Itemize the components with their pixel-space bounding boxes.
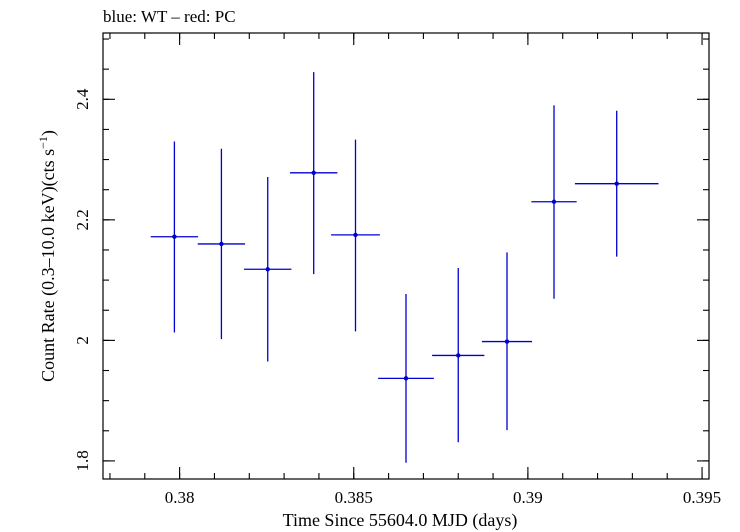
y-tick-label: 1.8 — [73, 450, 92, 471]
data-marker — [311, 170, 316, 176]
data-point — [244, 177, 292, 362]
axis-tick-labels: 0.38 0.385 0.39 0.395 1.8 2 2.2 2.4 — [73, 88, 721, 507]
data-point — [432, 268, 485, 443]
x-axis-label: Time Since 55604.0 MJD (days) — [283, 510, 518, 531]
x-tick-label: 0.385 — [335, 488, 373, 507]
y-axis-label-main: Count Rate (0.3–10.0 keV)(cts s — [38, 149, 59, 382]
data-point — [197, 148, 246, 340]
data-point — [290, 72, 338, 275]
data-marker — [172, 234, 177, 239]
data-marker — [403, 376, 409, 381]
data-marker — [614, 181, 619, 186]
y-axis-label-close: ) — [38, 130, 59, 136]
data-marker — [219, 241, 224, 247]
data-points — [150, 72, 659, 463]
y-axis-label: Count Rate (0.3–10.0 keV)(cts s−1) — [36, 130, 59, 382]
data-marker — [353, 232, 358, 238]
data-marker — [265, 267, 270, 272]
data-point — [481, 252, 533, 431]
y-axis-label-exponent: −1 — [36, 136, 50, 149]
x-tick-label: 0.39 — [513, 488, 543, 507]
data-marker — [504, 339, 510, 344]
y-tick-label: 2.4 — [73, 88, 92, 110]
data-point — [150, 141, 199, 333]
x-tick-label: 0.38 — [165, 488, 195, 507]
data-point — [331, 139, 380, 332]
data-marker — [551, 199, 557, 204]
data-point — [531, 105, 577, 299]
plot-frame — [102, 32, 710, 480]
data-point — [574, 110, 659, 257]
chart-title: blue: WT – red: PC — [103, 7, 236, 26]
data-point — [378, 293, 434, 463]
axis-ticks — [103, 33, 709, 479]
x-tick-label: 0.395 — [683, 488, 721, 507]
y-tick-label: 2 — [73, 336, 92, 345]
y-tick-label: 2.2 — [73, 209, 92, 230]
data-marker — [456, 353, 461, 358]
